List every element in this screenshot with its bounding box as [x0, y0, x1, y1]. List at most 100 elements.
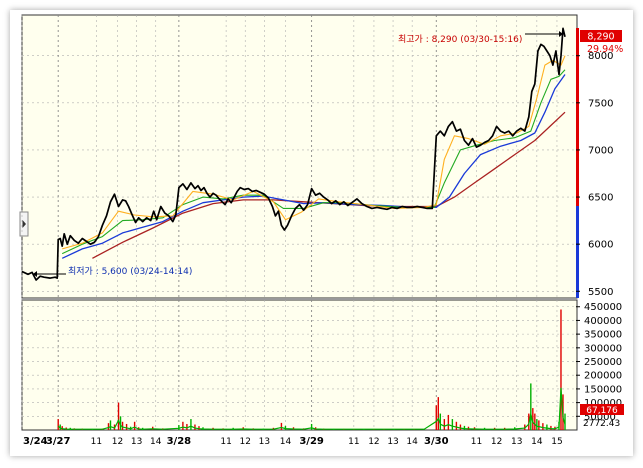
time-tick-label: 3/27 [46, 436, 71, 447]
volume-bar [459, 424, 462, 430]
price-tick-label: 7500 [588, 98, 613, 109]
time-tick-label: 14 [406, 437, 418, 447]
stock-chart[interactable]: 8000 7500 7000 6500 6000 5500 450000 400000 350… [10, 10, 633, 456]
price-tick-label: 6500 [588, 193, 613, 204]
price-panel[interactable] [21, 14, 578, 299]
volume-bar [532, 408, 534, 430]
volume-bar [538, 420, 540, 430]
volume-bar [447, 414, 450, 430]
volume-tick-label: 100000 [584, 398, 622, 409]
price-tick-label: 8000 [588, 51, 613, 62]
volume-bar [437, 397, 439, 430]
arrow-right-icon [559, 31, 563, 37]
time-tick-label: 3/29 [299, 436, 324, 447]
volume-bar [439, 413, 442, 430]
volume-bar [536, 419, 538, 430]
volume-bar [121, 421, 124, 430]
time-tick-label: 13 [511, 437, 522, 447]
price-axis-ticks: 8000 7500 7000 6500 6000 5500 [576, 51, 613, 298]
volume-bar [133, 421, 136, 430]
volume-bar [534, 413, 536, 430]
volume-bar [125, 423, 128, 430]
time-tick-label: 13 [259, 437, 270, 447]
volume-bar [455, 421, 458, 430]
volume-bar [57, 419, 59, 430]
volume-bar [564, 413, 566, 430]
time-tick-label: 12 [112, 437, 123, 447]
last-price-tag [580, 30, 622, 42]
time-tick-label: 13 [131, 437, 142, 447]
volume-bar [107, 423, 110, 430]
time-tick-label: 14 [531, 437, 543, 447]
time-tick-label: 11 [348, 437, 359, 447]
volume-bar [530, 383, 532, 430]
time-tick-label: 12 [368, 437, 379, 447]
volume-bar [443, 419, 446, 430]
volume-ma-line [57, 387, 566, 430]
time-tick-label: 14 [150, 437, 162, 447]
last-price-value: 8,290 [587, 32, 614, 43]
last-volume-tag [580, 404, 624, 415]
time-tick-label: 14 [280, 437, 292, 447]
volume-ma-value: 2772.43 [583, 419, 620, 429]
volume-bar [524, 424, 526, 430]
change-percent: 29.94% [587, 44, 623, 55]
volume-bar [198, 426, 200, 430]
grid-lines [21, 15, 576, 430]
volume-bar [59, 424, 61, 430]
time-tick-label: 12 [491, 437, 502, 447]
price-scale-lower-bar [576, 206, 579, 298]
volume-bar [284, 425, 287, 430]
time-axis-ticks: 3/243/27 11 12 13 14 3/28 11 12 13 14 3/29 11 12 13 14… [23, 436, 563, 447]
price-line-group [21, 27, 566, 281]
volume-bar [542, 423, 544, 430]
time-tick-label: 12 [240, 437, 251, 447]
volume-bar [178, 425, 180, 430]
volume-tick-label: 200000 [584, 371, 622, 382]
volume-bar [194, 424, 196, 430]
price-line [21, 27, 566, 281]
volume-bar [550, 425, 552, 430]
high-price-annotation: 최고가 : 8,290 (03/30-15:16) [398, 34, 522, 45]
volume-bar [190, 419, 192, 430]
arrow-left-icon [33, 271, 37, 277]
price-tick-label: 6000 [588, 240, 613, 251]
volume-bar [117, 402, 120, 430]
volume-tick-label: 50000 [584, 412, 616, 423]
volume-bar [546, 424, 548, 430]
volume-tick-label: 450000 [584, 302, 622, 313]
time-tick-label: 11 [471, 437, 482, 447]
volume-axis-ticks: 450000 400000 350000 300000 250000 200000 1500… [576, 302, 622, 423]
chart-frame: 8000 7500 7000 6500 6000 5500 450000 400000 350… [10, 10, 633, 456]
volume-tick-label: 400000 [584, 316, 622, 327]
time-tick-label: 3/28 [167, 436, 192, 447]
volume-bar [186, 423, 188, 430]
volume-bar [560, 309, 562, 430]
volume-tick-label: 300000 [584, 343, 622, 354]
time-tick-label: 11 [91, 437, 102, 447]
time-tick-label: 3/24 [23, 436, 48, 447]
volume-bar [435, 405, 437, 430]
chevron-right-icon [22, 220, 26, 228]
volume-tick-label: 350000 [584, 330, 622, 341]
price-tick-label: 5500 [588, 287, 613, 298]
volume-bar [119, 416, 122, 430]
last-volume-value: 67,176 [586, 406, 618, 416]
volume-panel[interactable] [21, 299, 578, 431]
volume-bar [451, 419, 454, 430]
volume-tick-label: 250000 [584, 357, 622, 368]
volume-bar [182, 421, 184, 430]
time-tick-label: 11 [220, 437, 231, 447]
volume-tick-label: 150000 [584, 384, 622, 395]
time-tick-label: 15 [551, 437, 562, 447]
volume-bar [463, 425, 466, 430]
volume-bar [109, 420, 112, 430]
price-scale-upper-bar [576, 28, 579, 206]
volume-bar [280, 422, 283, 430]
low-price-annotation: 최저가 : 5,600 (03/24-14:14) [68, 266, 192, 277]
volume-bar [310, 423, 313, 430]
price-tick-label: 7000 [588, 145, 613, 156]
time-tick-label: 13 [387, 437, 398, 447]
time-tick-label: 3/30 [424, 436, 449, 447]
volume-bars [57, 309, 566, 430]
